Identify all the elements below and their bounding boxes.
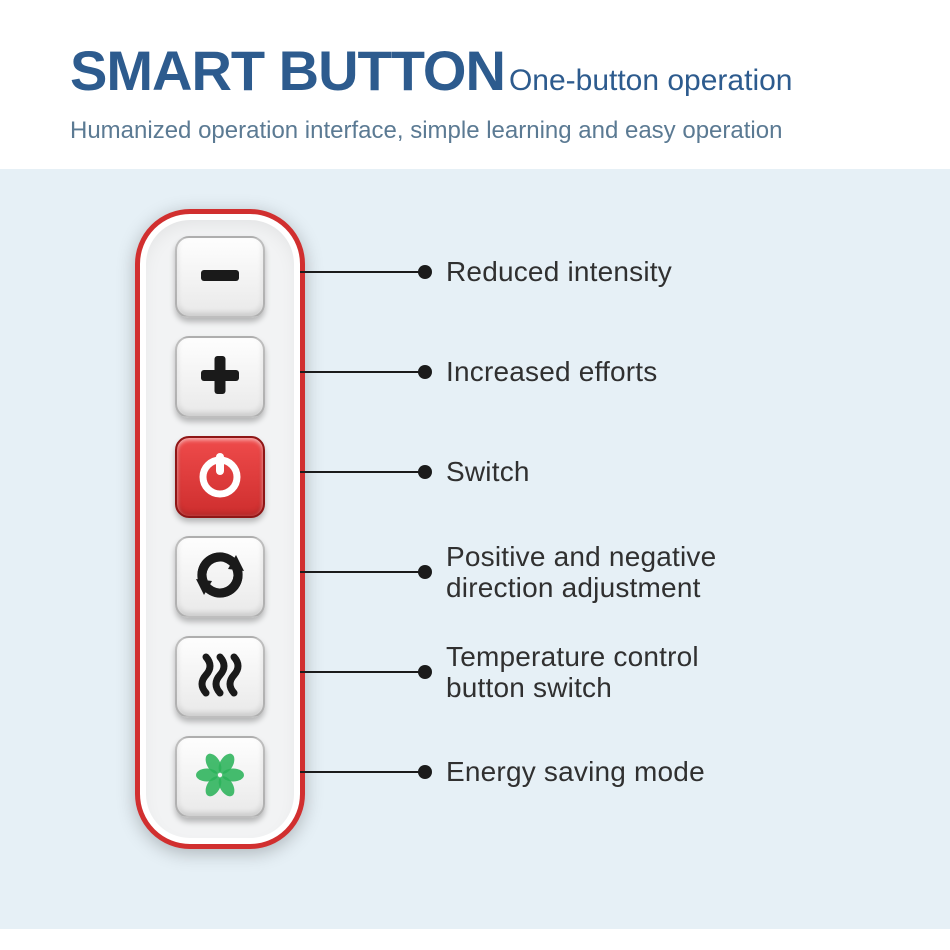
power-button[interactable]	[175, 436, 265, 518]
leader-dot	[418, 665, 432, 679]
minus-icon	[193, 248, 247, 307]
leader-line	[300, 371, 420, 373]
leader-dot	[418, 265, 432, 279]
eco-icon	[192, 747, 248, 808]
leader-line	[300, 271, 420, 273]
remote-control	[135, 209, 305, 849]
cycle-icon	[192, 547, 248, 608]
description: Humanized operation interface, simple le…	[70, 117, 880, 145]
power-icon	[192, 447, 248, 508]
plus-button[interactable]	[175, 336, 265, 418]
main-title: SMART BUTTON	[70, 38, 505, 103]
heat-button[interactable]	[175, 636, 265, 718]
callout-label: Switch	[446, 456, 530, 487]
callout-label: Energy saving mode	[446, 756, 705, 787]
callout-heat: Temperature controlbutton switch	[300, 631, 699, 713]
leader-dot	[418, 565, 432, 579]
callout-label: Reduced intensity	[446, 256, 672, 287]
title-row: SMART BUTTON One-button operation	[70, 38, 880, 103]
heat-icon	[192, 647, 248, 708]
subtitle: One-button operation	[509, 64, 793, 98]
leader-line	[300, 671, 420, 673]
callout-eco: Energy saving mode	[300, 731, 705, 813]
header-area: SMART BUTTON One-button operation Humani…	[0, 0, 950, 169]
callout-plus: Increased efforts	[300, 331, 657, 413]
leader-dot	[418, 465, 432, 479]
callout-minus: Reduced intensity	[300, 231, 672, 313]
minus-button[interactable]	[175, 236, 265, 318]
leader-dot	[418, 765, 432, 779]
infographic-panel: Reduced intensity Increased efforts Switch…	[0, 169, 950, 929]
leader-line	[300, 571, 420, 573]
callout-label: Increased efforts	[446, 356, 657, 387]
leader-line	[300, 771, 420, 773]
callout-label: Temperature controlbutton switch	[446, 641, 699, 704]
callout-label: Positive and negativedirection adjustmen…	[446, 541, 716, 604]
cycle-button[interactable]	[175, 536, 265, 618]
callouts-area: Reduced intensity Increased efforts Switch…	[300, 209, 910, 849]
leader-dot	[418, 365, 432, 379]
plus-icon	[193, 348, 247, 407]
callout-cycle: Positive and negativedirection adjustmen…	[300, 531, 716, 613]
callout-power: Switch	[300, 431, 530, 513]
leader-line	[300, 471, 420, 473]
eco-button[interactable]	[175, 736, 265, 818]
